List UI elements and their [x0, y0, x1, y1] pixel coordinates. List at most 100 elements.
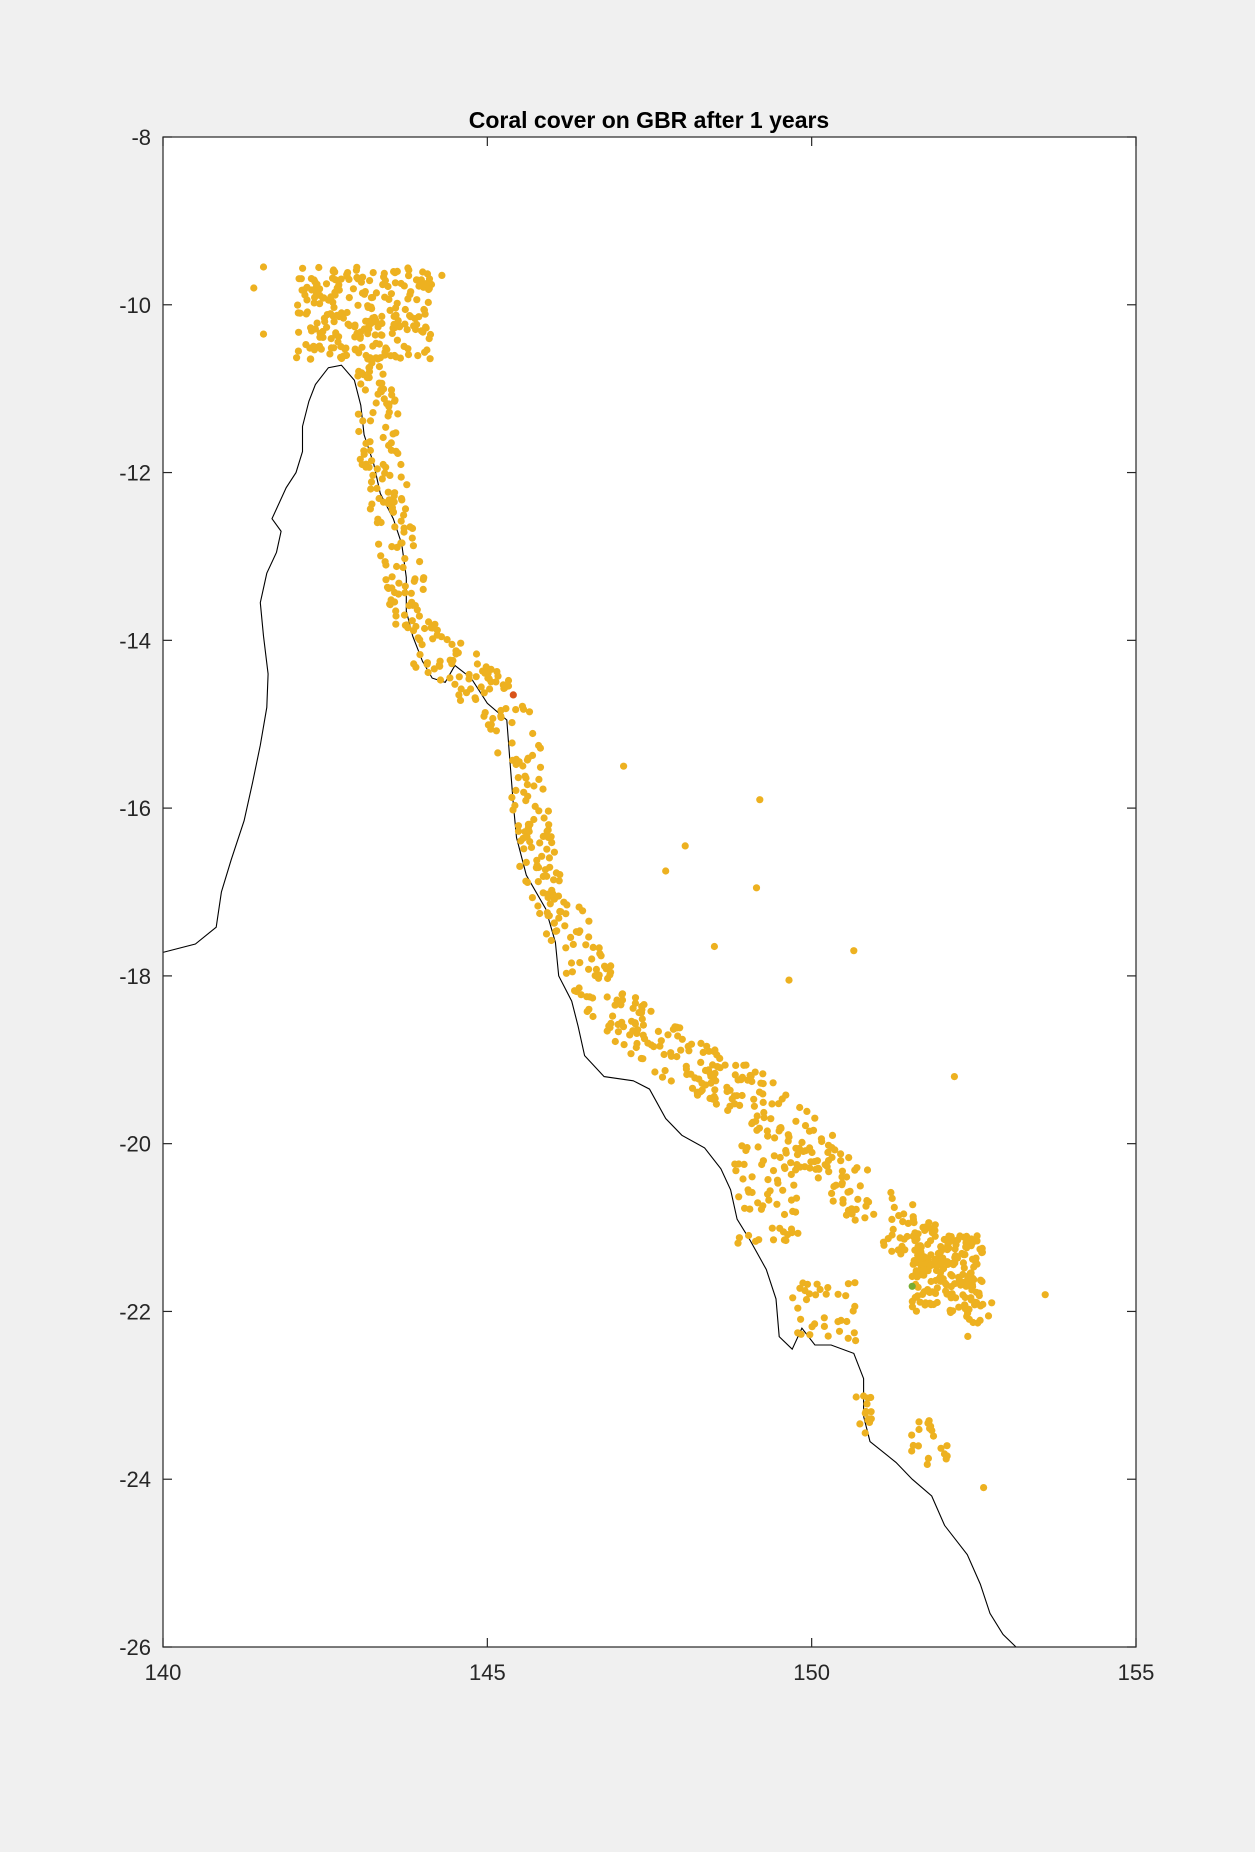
reef-point — [908, 1282, 916, 1290]
reef-point — [843, 1317, 851, 1326]
reef-point — [735, 1193, 743, 1201]
reef-point — [667, 1077, 675, 1085]
reef-point — [756, 796, 764, 804]
reef-point — [611, 1001, 619, 1009]
reef-point — [370, 313, 379, 322]
reef-point — [852, 1393, 860, 1401]
reef-point — [806, 1331, 814, 1339]
reef-point — [853, 1164, 861, 1172]
reef-point — [400, 511, 408, 519]
reef-point — [631, 994, 640, 1002]
reef-point — [1041, 1291, 1049, 1299]
reef-point — [349, 285, 357, 293]
reef-point — [970, 1276, 978, 1284]
reef-point — [550, 876, 558, 884]
reef-point — [372, 399, 380, 407]
reef-point — [401, 555, 409, 563]
reef-point — [588, 955, 596, 963]
reef-point — [861, 1429, 869, 1437]
reef-point — [390, 492, 398, 500]
reef-point — [313, 280, 321, 288]
reef-point — [837, 1150, 845, 1158]
reef-point — [379, 460, 387, 469]
reef-point — [520, 845, 528, 853]
reef-point — [707, 1079, 715, 1087]
reef-point — [514, 827, 523, 835]
reef-point — [618, 996, 627, 1004]
reef-point — [529, 729, 537, 738]
reef-point — [820, 1322, 829, 1330]
reef-point — [487, 720, 495, 729]
reef-point — [342, 351, 350, 360]
reef-point — [794, 1229, 802, 1237]
reef-point — [594, 974, 603, 982]
axes-box — [162, 136, 1137, 1648]
reef-point — [406, 523, 414, 531]
reef-point — [419, 585, 427, 594]
reef-point — [754, 1143, 762, 1151]
reef-point — [351, 333, 359, 341]
reef-point — [764, 1132, 772, 1140]
reef-point — [639, 1031, 647, 1039]
reef-point — [808, 1148, 816, 1157]
reef-point — [779, 1186, 787, 1194]
reef-point — [451, 680, 459, 688]
reef-point — [889, 1225, 897, 1233]
reef-point — [378, 379, 386, 387]
reef-point — [589, 1012, 597, 1021]
reef-point — [750, 1095, 758, 1103]
reef-point — [908, 1272, 916, 1281]
reef-point — [425, 335, 433, 343]
reef-point — [486, 685, 494, 693]
reef-point — [562, 910, 570, 918]
reef-point — [295, 275, 303, 283]
y-tick-label: -16 — [119, 796, 151, 821]
reef-point — [550, 919, 558, 927]
reef-point — [392, 429, 400, 437]
reef-point — [948, 1291, 957, 1300]
reef-point — [371, 331, 379, 339]
reef-point — [395, 579, 403, 587]
reef-point — [575, 928, 583, 937]
reef-point — [359, 371, 367, 379]
reef-point — [362, 439, 370, 447]
y-tick-label: -10 — [119, 293, 151, 318]
reef-point — [780, 1210, 789, 1219]
reef-point — [379, 281, 387, 289]
reef-point — [424, 668, 432, 677]
reef-point — [774, 1179, 782, 1187]
reef-point — [777, 1124, 785, 1132]
reef-point — [359, 417, 367, 425]
reef-point — [927, 1277, 935, 1286]
reef-point — [472, 673, 480, 681]
reef-point — [422, 280, 430, 288]
reef-point — [332, 331, 340, 339]
reef-point — [755, 1088, 764, 1096]
reef-point — [838, 1181, 846, 1189]
reef-point — [583, 993, 591, 1001]
reef-point — [413, 296, 421, 304]
reef-point — [472, 695, 480, 704]
reef-point — [492, 678, 500, 686]
reef-point — [509, 691, 517, 699]
reef-point — [822, 1290, 830, 1298]
reef-point — [735, 1160, 743, 1168]
reef-point — [392, 304, 400, 312]
reef-point — [829, 1197, 837, 1205]
reef-point — [462, 689, 471, 697]
reef-point — [489, 714, 497, 723]
reef-point — [748, 1188, 756, 1197]
reef-point — [824, 1284, 832, 1292]
reef-point — [367, 485, 375, 493]
reef-point — [697, 1058, 705, 1066]
reef-point — [552, 869, 561, 877]
reef-point — [867, 1393, 875, 1402]
reef-point — [344, 269, 352, 277]
reef-point — [640, 1001, 648, 1009]
reef-point — [514, 774, 522, 782]
reef-point — [330, 318, 338, 326]
reef-point — [973, 1232, 981, 1240]
reef-point — [543, 845, 551, 853]
reef-point — [494, 672, 502, 680]
reef-point — [721, 1061, 729, 1069]
